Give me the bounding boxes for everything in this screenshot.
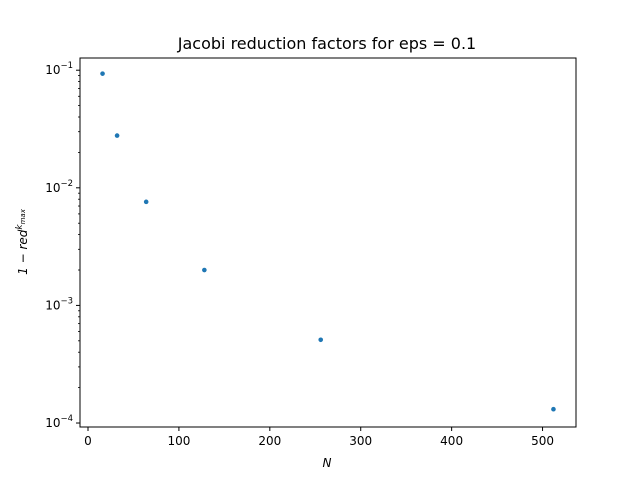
data-point [318,337,324,343]
y-axis-label-base: 1 − red [16,229,30,275]
y-axis-label-sub: max [19,208,27,224]
data-point [202,267,207,273]
data-point [143,199,149,205]
y-tick-label: 10−3 [45,296,73,312]
data-points [100,71,556,412]
x-tick-label: 0 [84,434,92,448]
y-axis-label-sup: k [15,224,25,230]
y-tick-label: 10−4 [45,414,73,430]
data-point [114,133,120,138]
y-axis-label: 1 − redkmax [15,208,30,275]
x-tick-label: 300 [349,434,372,448]
y-axis: 10−1 10−2 10−3 10−4 [45,61,80,430]
data-point [100,71,105,76]
x-axis-label: N [323,456,332,470]
chart-title: Jacobi reduction factors for eps = 0.1 [177,34,476,53]
y-tick-label: 10−2 [45,179,73,195]
x-tick-label: 100 [167,434,190,448]
plot-frame [79,57,577,428]
data-point [551,406,556,412]
y-tick-label: 10−1 [45,61,73,77]
x-tick-label: 200 [258,434,281,448]
x-tick-label: 500 [531,434,554,448]
x-tick-label: 400 [440,434,463,448]
x-axis: 0 100 200 300 400 500 [84,427,554,448]
